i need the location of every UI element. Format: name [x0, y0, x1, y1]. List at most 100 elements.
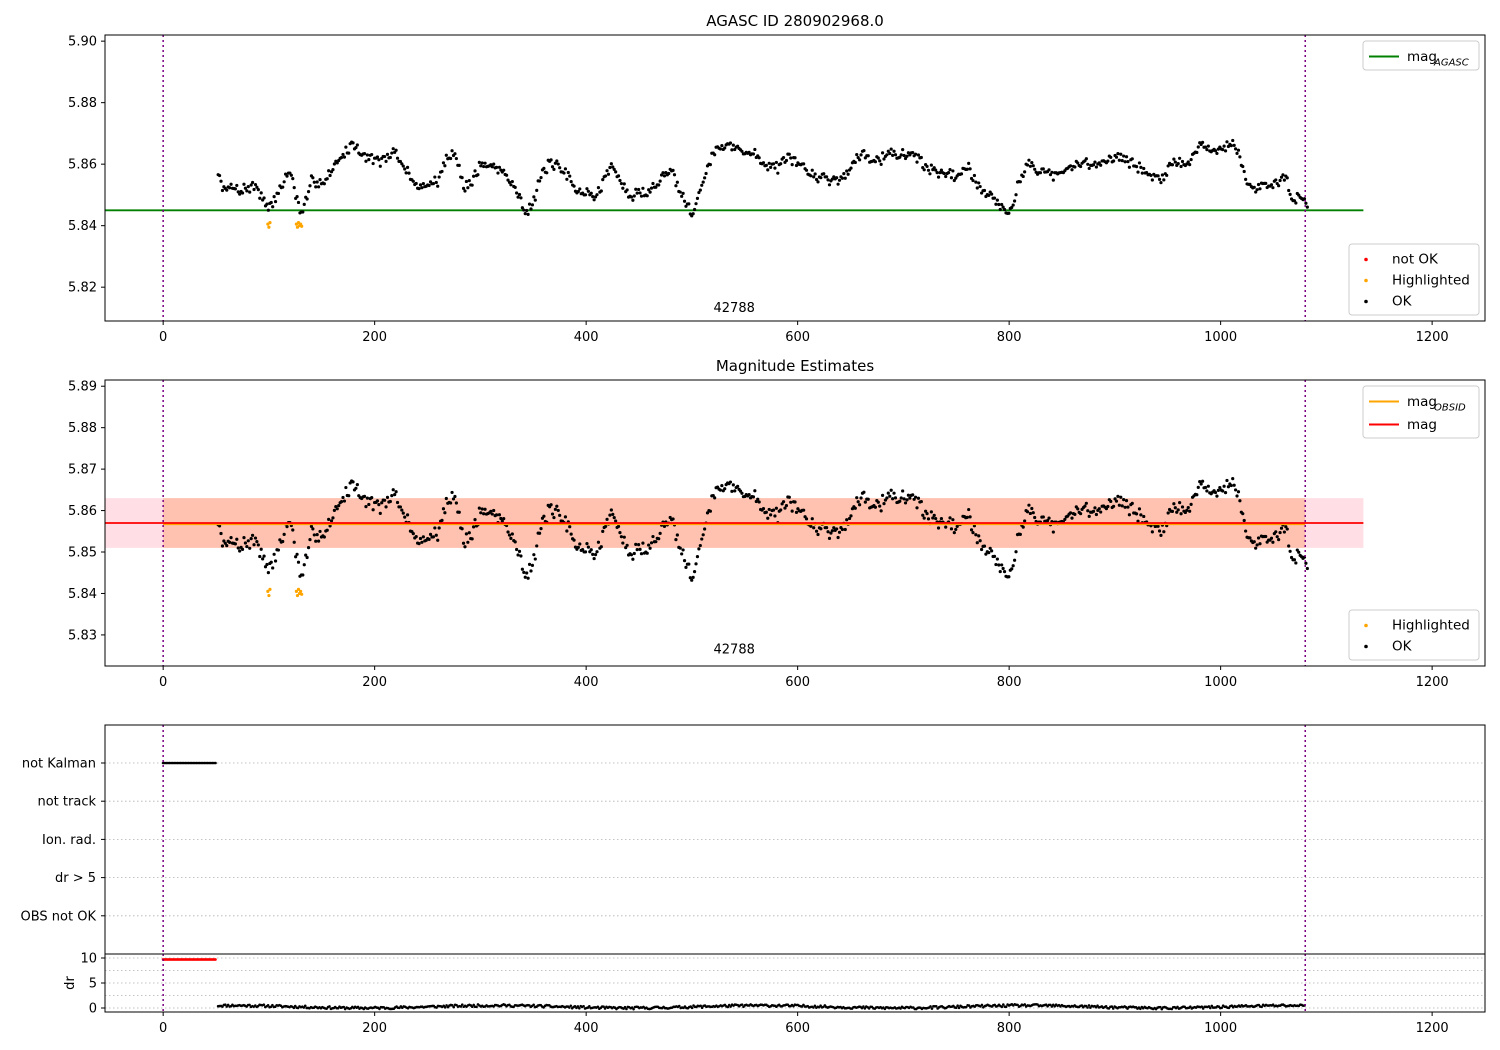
p0-ok-point [496, 171, 500, 175]
p1-ok-point [695, 555, 700, 559]
p3-xtick-label: 0 [159, 1021, 167, 1036]
p1-ok-point [1047, 516, 1051, 520]
p0-ok-point [827, 183, 832, 187]
p1-ok-point [969, 528, 974, 532]
p0-ok-point [990, 192, 994, 196]
p0-ok-point [296, 200, 301, 205]
p1-ok-point [674, 537, 678, 542]
p1-ok-point [1142, 514, 1146, 519]
p1-ok-point [1170, 509, 1175, 513]
p0-ok-point [1162, 178, 1166, 182]
p1-highlighted-point [294, 589, 298, 593]
p0-ok-point [634, 187, 638, 191]
agasc-panel: 0 200 400 600 800 1000 1200 5.82 5.84 5.86 5.88 5.9… [68, 12, 1486, 345]
p0-ok-point [1087, 166, 1091, 171]
p1-ok-point [929, 510, 933, 514]
p0-ok-point [639, 194, 644, 198]
p1-ok-point [309, 524, 314, 529]
p1-ok-point [612, 516, 616, 520]
p1-legend-marker [1364, 623, 1368, 628]
p1-ok-point [825, 525, 829, 530]
p1-ok-point [1206, 484, 1210, 488]
p1-ok-point [690, 578, 694, 582]
p1-ok-point [460, 527, 464, 531]
p0-ok-point [932, 166, 936, 170]
p1-ok-point [635, 547, 639, 552]
p1-ok-point [494, 513, 499, 517]
p1-ok-point [1076, 507, 1080, 511]
p1-ok-point [902, 497, 906, 501]
p1-ok-point [355, 483, 359, 487]
p1-ok-point [1120, 504, 1124, 508]
p1-ok-point [473, 517, 477, 522]
p1-ok-point [586, 545, 590, 549]
p0-ok-point [784, 158, 789, 163]
p0-ok-point [391, 147, 395, 151]
p0-ok-point [325, 177, 329, 181]
p3-dr-point [1139, 1007, 1142, 1011]
p0-ok-point [311, 176, 315, 180]
p0-ok-point [385, 152, 390, 156]
p0-ok-point [510, 179, 514, 184]
p0-ok-point [418, 183, 423, 187]
p1-ok-point [354, 486, 358, 490]
p1-ok-point [979, 547, 984, 552]
p1-ok-point [1031, 511, 1035, 515]
p0-ok-point [354, 146, 358, 150]
p0-ok-point [1030, 161, 1034, 165]
p1-ok-point [954, 527, 958, 532]
p0-ok-point [678, 190, 682, 194]
p0-ok-point [1241, 164, 1245, 169]
p3-dr-point [378, 1007, 381, 1011]
p0-ok-point [893, 153, 898, 157]
p0-ok-point [718, 147, 723, 151]
p0-ok-point [885, 153, 889, 157]
p0-ok-point [302, 202, 306, 206]
p1-ok-point [1305, 566, 1309, 571]
p0-ok-point [612, 167, 616, 172]
p1-ok-point [849, 514, 853, 518]
p1-ok-point [1176, 508, 1180, 512]
p0-ok-point [273, 199, 278, 204]
p1-ok-point [1236, 490, 1241, 494]
p1-ok-point [995, 557, 999, 561]
p0-ok-point [1014, 193, 1018, 197]
p0-ok-point [568, 174, 572, 178]
p0-ok-point [592, 198, 596, 202]
p0-ok-point [631, 198, 635, 202]
p0-ok-point [1188, 163, 1192, 167]
p1-ok-point [529, 569, 533, 573]
p1-ok-point [1051, 530, 1055, 534]
p1-ok-point [1083, 504, 1087, 508]
p1-ok-point [804, 517, 809, 521]
p0-ok-point [1233, 147, 1238, 151]
p1-ok-point [773, 514, 777, 518]
p1-ok-point [314, 539, 318, 543]
p1-ok-point [625, 543, 629, 547]
p1-ok-point [235, 537, 239, 541]
p1-legend-marker [1364, 644, 1368, 649]
p1-ok-point [364, 505, 368, 509]
p1-ok-point [898, 499, 902, 503]
p0-ok-point [566, 170, 570, 175]
p1-ok-point [888, 494, 892, 498]
p0-ok-point [703, 176, 707, 180]
p0-ok-point [308, 184, 312, 188]
p0-ytick-label: 5.90 [68, 35, 97, 50]
p0-ok-point [585, 187, 589, 191]
p1-ok-point [1189, 502, 1193, 506]
p1-ok-point [253, 536, 258, 540]
p1-ok-point [836, 535, 840, 540]
p0-ok-point [1186, 160, 1190, 164]
p1-ok-point [645, 551, 649, 555]
p0-ok-point [229, 182, 233, 186]
p1-ok-point [1109, 499, 1113, 503]
p1-ok-point [466, 540, 470, 544]
p0-xtick-label: 800 [997, 330, 1022, 345]
p1-ytick-label: 5.84 [68, 587, 97, 602]
p0-ok-point [328, 173, 332, 178]
p0-ok-point [1166, 164, 1170, 168]
p1-ok-point [1001, 566, 1005, 571]
p1-ok-point [1186, 506, 1190, 510]
p0-ok-point [480, 161, 484, 165]
